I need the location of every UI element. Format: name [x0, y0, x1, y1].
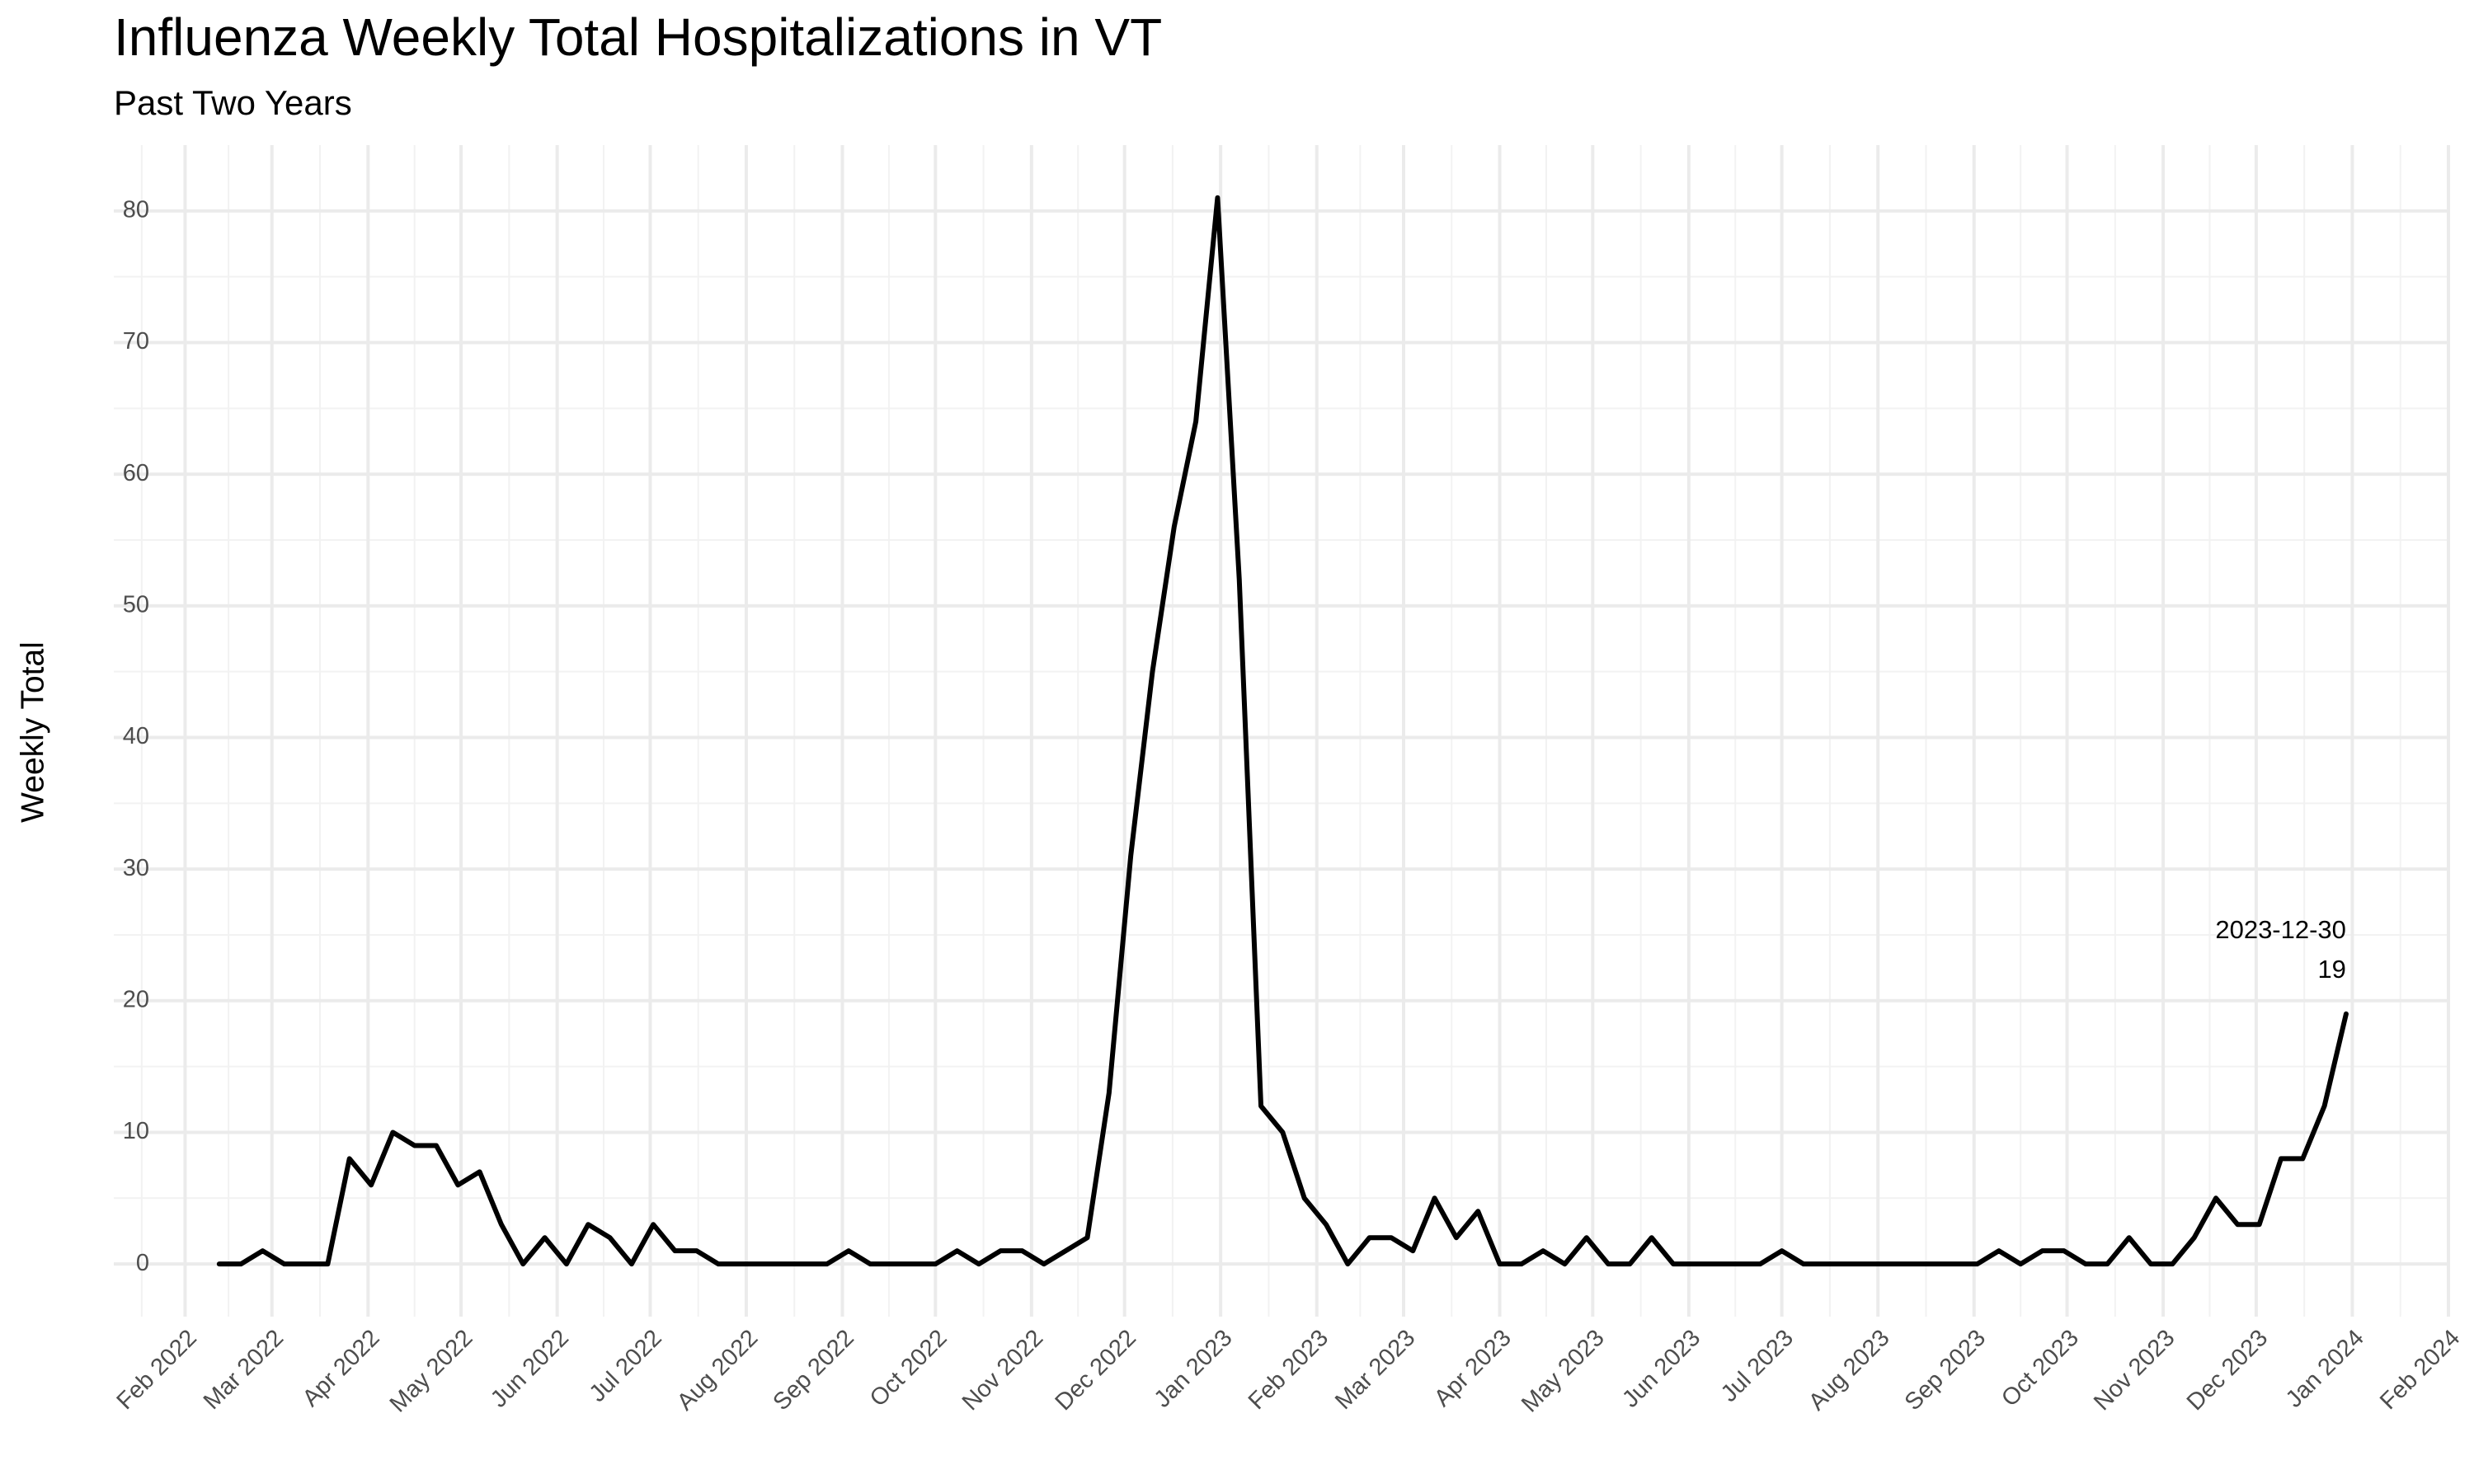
- chart-subtitle: Past Two Years: [114, 83, 352, 122]
- y-tick-label: 80: [123, 196, 149, 223]
- chart-title: Influenza Weekly Total Hospitalizations …: [114, 7, 1162, 67]
- line: [216, 195, 2349, 1267]
- y-tick-label: 30: [123, 855, 149, 881]
- y-tick-label: 10: [123, 1118, 149, 1144]
- annotation-date: 2023-12-30: [2215, 915, 2346, 944]
- y-tick-label: 20: [123, 986, 149, 1012]
- y-tick-label: 60: [123, 460, 149, 486]
- y-tick-label: 50: [123, 591, 149, 618]
- annotation-value: 19: [2317, 955, 2345, 984]
- y-axis-label: Weekly Total: [15, 641, 50, 823]
- y-tick-label: 40: [123, 723, 149, 749]
- y-tick-label: 70: [123, 328, 149, 355]
- y-tick-label: 0: [136, 1250, 149, 1276]
